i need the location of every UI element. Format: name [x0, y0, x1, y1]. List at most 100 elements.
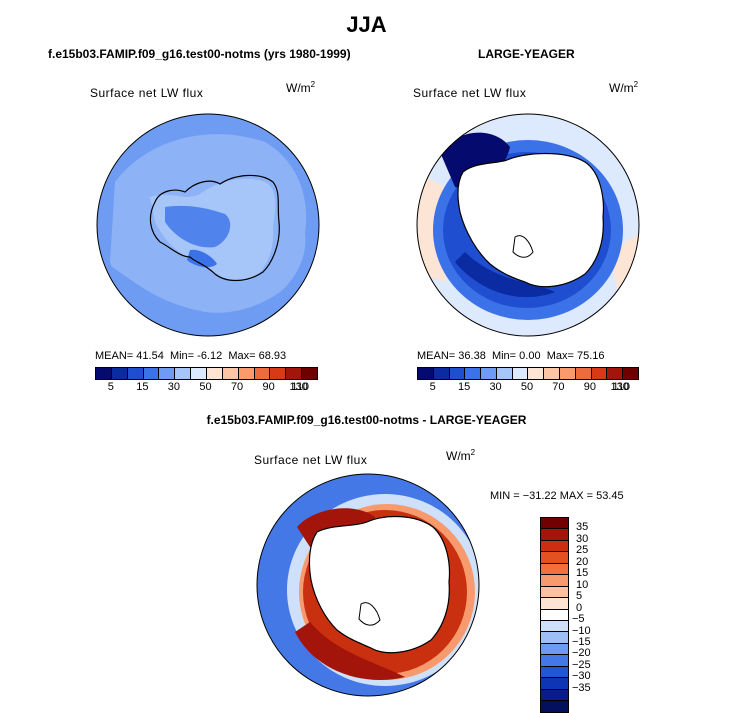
panel2-colorbar-swatch [591, 368, 608, 379]
panel1-colorbar-swatch [302, 368, 318, 379]
panel1-field-label: Surface net LW flux [90, 86, 204, 100]
panel2-colorbar-swatch [544, 368, 561, 379]
panel3-colorbar-swatch [541, 540, 568, 553]
panel1-colorbar-tick-label: 130 [289, 381, 308, 393]
panel3-field-label: Surface net LW flux [254, 453, 368, 467]
panel3-colorbar-swatch [541, 598, 568, 610]
panel3-colorbar-tick-label: −5 [572, 613, 585, 626]
panel1-colorbar-swatch [238, 368, 255, 379]
panel2-colorbar-swatch [449, 368, 466, 379]
panel2-colorbar-swatch [560, 368, 576, 379]
panel1-colorbar-swatch [127, 368, 144, 379]
panel2-colorbar-swatch [465, 368, 482, 379]
panel2-field-label: Surface net LW flux [413, 86, 527, 100]
panel3-antarctica [308, 515, 451, 654]
panel1-colorbar-swatch [143, 368, 160, 379]
panel3-colorbar [540, 517, 569, 713]
panel2-colorbar-labels: 5 15 30 50 70 90 110 130 [417, 381, 637, 395]
panel2-colorbar-tick-label: 50 [520, 381, 534, 393]
panel2-antarctica [457, 152, 605, 288]
panel3-colorbar-swatch [541, 678, 568, 690]
panel3-hot-patch-south [295, 622, 405, 680]
panel3-map-boundary [256, 473, 480, 697]
panel3-colorbar-tick-label: −20 [572, 647, 591, 660]
panel2-colorbar-swatch [512, 368, 529, 379]
panel3-polar-map [256, 473, 480, 697]
panel3-colorbar-swatch [541, 609, 568, 621]
panel2-dark-patch-south [455, 252, 555, 298]
panel2-colorbar-tick-label: 15 [458, 381, 471, 393]
figure-title: JJA [346, 12, 387, 37]
panel1-colorbar-swatch [96, 368, 112, 379]
panel3-colorbar-swatch [541, 586, 568, 599]
panel3-colorbar-tick-label: 15 [576, 567, 589, 580]
panel2-map-boundary [416, 113, 640, 337]
panel1-colorbar-tick-label: 90 [262, 381, 275, 393]
panel2-stats: MEAN= 36.38 Min= 0.00 Max= 75.16 [417, 350, 605, 362]
panel3-stats: MIN = −31.22 MAX = 53.45 [490, 490, 624, 502]
panel1-colorbar-swatch [270, 368, 287, 379]
panel2-colorbar-swatch [496, 368, 513, 379]
panel1-colorbar-labels: 5 15 30 50 70 90 110 130 [95, 381, 316, 395]
panel3-colorbar-labels: 35 30 25 20 15 10 5 0 −5 −10 −15 −20 −25 −30 −35 [572, 517, 612, 713]
panel1-colorbar-tick-label: 30 [167, 381, 181, 393]
panel1-antarctica-coastline [149, 174, 280, 282]
panel2-colorbar-swatch [528, 368, 545, 379]
panel1-colorbar-swatch [222, 368, 239, 379]
panel1-colorbar-swatch [159, 368, 176, 379]
panel2-colorbar-tick-label: 90 [583, 381, 596, 393]
panel2-colorbar-tick-label: 30 [489, 381, 502, 393]
panel3-colorbar-tick-label: 10 [576, 578, 589, 591]
panel3-colorbar-swatch [541, 620, 568, 633]
panel1-colorbar-swatch [111, 368, 128, 379]
panel1-colorbar-swatch [286, 368, 303, 379]
panel1-polar-map [96, 113, 320, 337]
panel2-colorbar-tick-label: 130 [610, 381, 629, 393]
panel2-colorbar-swatch [607, 368, 624, 379]
panel2-ross-shelf [512, 235, 534, 258]
panel2-colorbar-swatch [481, 368, 497, 379]
panel3-colorbar-swatch [541, 666, 568, 679]
panel2-colorbar-swatch [418, 368, 434, 379]
panel3-colorbar-tick-label: −25 [572, 658, 591, 671]
panel3-colorbar-tick-label: 30 [576, 532, 589, 545]
panel1-colorbar-tick-label: 15 [136, 381, 149, 393]
panel1-title: f.e15b03.FAMIP.f09_g16.test00-notms (yrs… [48, 47, 351, 61]
panel2-colorbar [417, 367, 639, 380]
panel1-colorbar-tick-label: 5 [107, 381, 114, 393]
panel1-units: W/m2 [286, 80, 316, 95]
panel3-colorbar-swatch [541, 575, 568, 587]
panel2-colorbar-swatch [623, 368, 638, 379]
panel3-colorbar-swatch [541, 529, 568, 541]
panel2-colorbar-tick-label: 70 [552, 381, 565, 393]
panel2-title: LARGE-YEAGER [478, 47, 575, 61]
panel1-colorbar-swatch [175, 368, 192, 379]
panel3-colorbar-tick-label: −15 [572, 635, 591, 648]
panel1-colorbar-swatch [191, 368, 208, 379]
panel3-colorbar-swatch [541, 563, 568, 576]
panel1-colorbar-swatch [207, 368, 223, 379]
panel1-stats: MEAN= 41.54 Min= -6.12 Max= 68.93 [95, 350, 287, 362]
panel3-colorbar-tick-label: 20 [576, 555, 589, 568]
panel1-colorbar-tick-label: 50 [199, 381, 212, 393]
panel3-colorbar-swatch [541, 701, 568, 713]
panel3-colorbar-tick-label: 25 [576, 544, 589, 557]
panel3-colorbar-tick-label: 35 [576, 521, 589, 534]
panel3-units: W/m2 [446, 448, 476, 463]
panel1-colorbar-tick-label: 110 [291, 381, 309, 393]
panel3-colorbar-tick-label: 0 [576, 601, 583, 614]
panel2-polar-map [416, 113, 640, 337]
panel3-title: f.e15b03.FAMIP.f09_g16.test00-notms - LA… [206, 413, 527, 427]
panel3-colorbar-tick-label: −10 [572, 624, 591, 637]
panel1-colorbar-tick-label: 70 [230, 381, 244, 393]
panel1-ross-patch [187, 249, 217, 268]
panel2-colorbar-tick-label: 110 [612, 381, 631, 393]
panel3-colorbar-swatch [541, 643, 568, 656]
panel1-colorbar-swatch [254, 368, 271, 379]
panel1-dark-patch [165, 205, 231, 248]
panel3-colorbar-tick-label: −30 [572, 670, 591, 683]
panel1-colorbar [95, 367, 318, 380]
panel1-map-boundary [96, 113, 320, 337]
panel1-outer-band [97, 262, 319, 336]
panel3-colorbar-swatch [541, 552, 568, 564]
